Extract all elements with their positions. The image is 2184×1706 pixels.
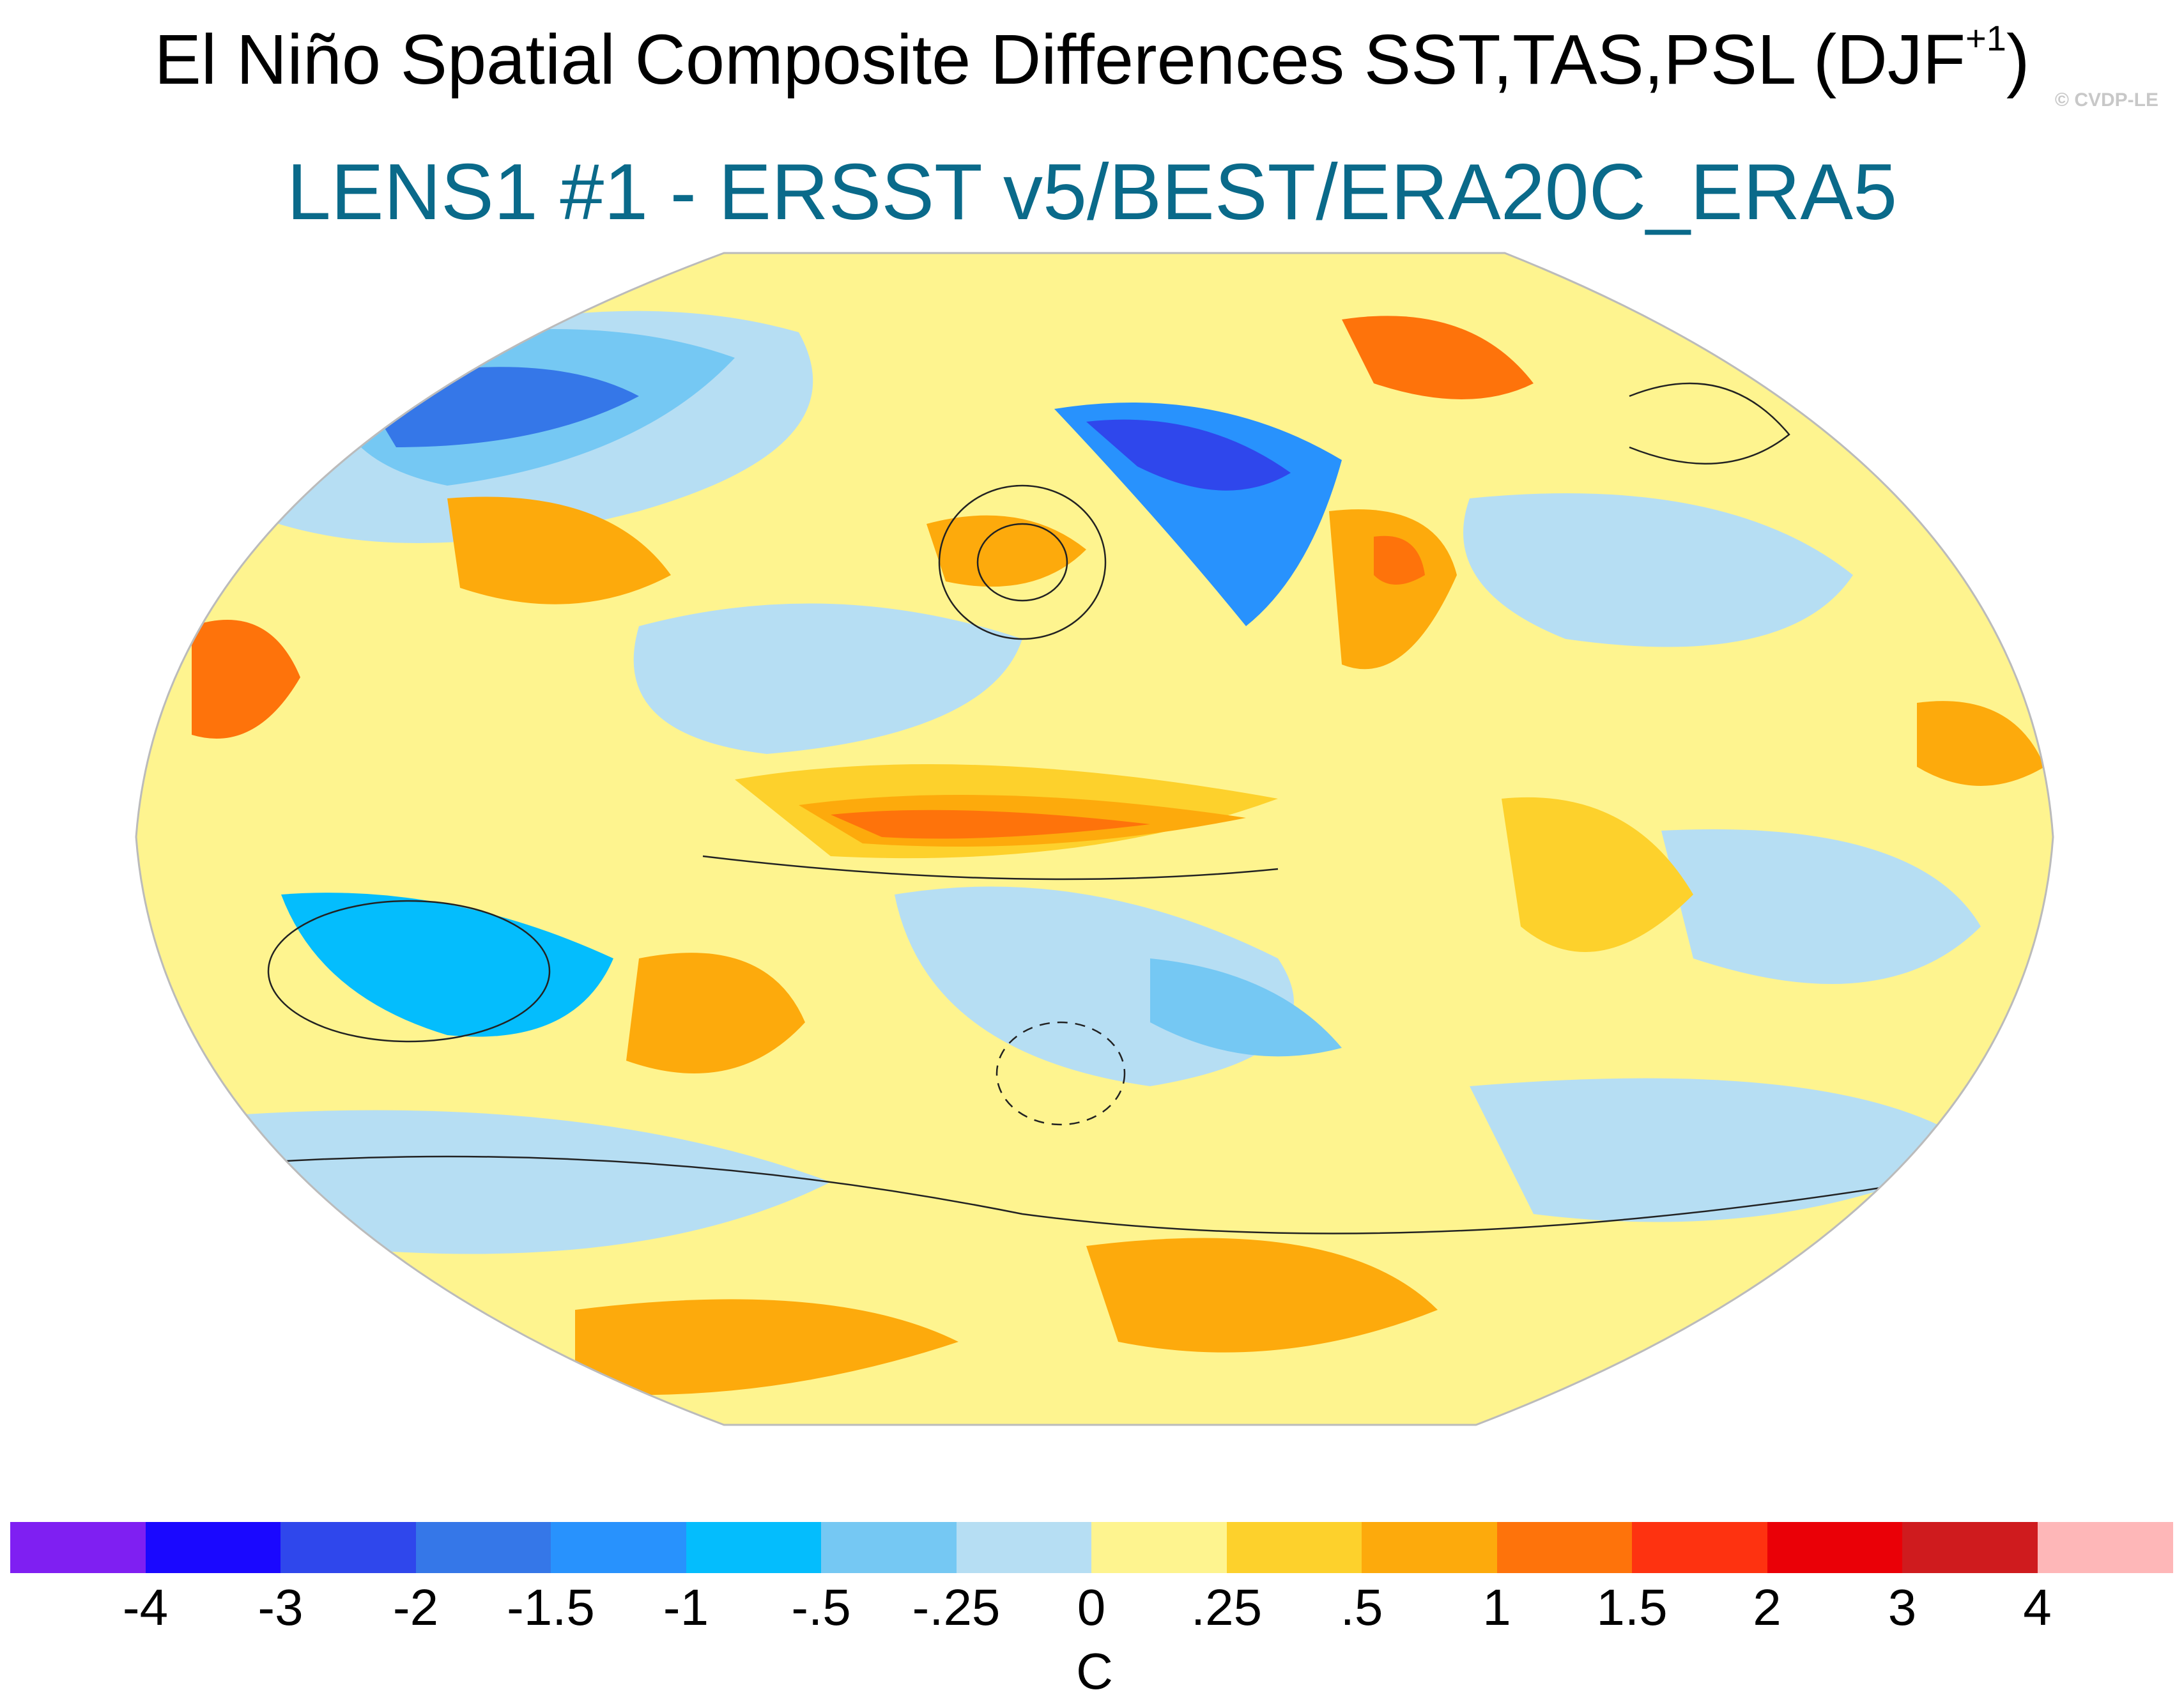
- map-title-text: El Niño Spatial Composite Differences SS…: [154, 20, 1966, 99]
- colorbar-tick-label: 1: [1482, 1579, 1511, 1636]
- field-region: [626, 953, 805, 1073]
- field-region: [1086, 419, 1291, 491]
- colorbar-swatch: [1902, 1522, 2038, 1573]
- colorbar-tick-label: -.5: [791, 1579, 851, 1636]
- map-title: El Niño Spatial Composite Differences SS…: [0, 18, 2184, 100]
- field-region: [192, 1110, 831, 1254]
- colorbar-tick-label: -1.5: [507, 1579, 595, 1636]
- field-region: [1502, 797, 1693, 952]
- colorbar-tick-label: 0: [1077, 1579, 1106, 1636]
- colorbar-swatch: [1767, 1522, 1903, 1573]
- colorbar-unit: C: [1076, 1643, 1113, 1700]
- colorbar-swatch: [551, 1522, 687, 1573]
- field-region: [927, 515, 1086, 587]
- colorbar-swatch: [10, 1522, 146, 1573]
- globe-outline: [135, 252, 2054, 1426]
- field-region: [831, 810, 1150, 839]
- field-region: [1086, 1238, 1438, 1353]
- colorbar-tick-label: 4: [2023, 1579, 2052, 1636]
- colorbar-tick-label: -3: [258, 1579, 304, 1636]
- field-region: [1150, 958, 1342, 1057]
- colorbar-tick-label: .25: [1190, 1579, 1263, 1636]
- credit-watermark: © CVDP-LE: [2054, 89, 2158, 111]
- field-region: [1329, 509, 1457, 670]
- field-region: [575, 1299, 958, 1395]
- field-region: [1054, 403, 1342, 626]
- field-region: [447, 496, 671, 604]
- colorbar-swatch: [415, 1522, 551, 1573]
- field-region: [1463, 493, 1853, 647]
- field-region: [1374, 535, 1425, 585]
- colorbar-tick-label: -.25: [912, 1579, 1001, 1636]
- colorbar-swatch: [145, 1522, 281, 1573]
- colorbar-tick-label: .5: [1340, 1579, 1383, 1636]
- colorbar-tick-label: 2: [1753, 1579, 1781, 1636]
- colorbar-tick-label: 1.5: [1596, 1579, 1668, 1636]
- map-subtitle: LENS1 #1 - ERSST v5/BEST/ERA20C_ERA5: [286, 148, 1898, 236]
- field-region: [281, 893, 613, 1037]
- map-title-close: ): [2006, 20, 2030, 99]
- field-region: [1470, 1078, 1981, 1222]
- field-region: [633, 603, 1022, 754]
- colorbar-tick-label: 3: [1888, 1579, 1917, 1636]
- field-region: [1917, 701, 2045, 786]
- field-region: [192, 620, 300, 739]
- colorbar-tick-label: -1: [663, 1579, 709, 1636]
- colorbar-swatch: [956, 1522, 1092, 1573]
- colorbar-tick-label: -2: [392, 1579, 439, 1636]
- field-region: [1661, 829, 1981, 984]
- colorbar-swatch: [1362, 1522, 1498, 1573]
- colorbar-swatch: [1091, 1522, 1227, 1573]
- colorbar-swatch: [821, 1522, 957, 1573]
- colorbar-swatch: [1226, 1522, 1362, 1573]
- field-region: [1342, 316, 1534, 399]
- colorbar-swatch: [1496, 1522, 1633, 1573]
- colorbar-swatch: [281, 1522, 417, 1573]
- colorbar-swatch: [1632, 1522, 1768, 1573]
- colorbar-swatch: [2037, 1522, 2173, 1573]
- map-field: [136, 253, 2053, 1425]
- colorbar-tick-label: -4: [122, 1579, 169, 1636]
- psl-contours: [255, 382, 1918, 1234]
- map-title-superscript: +1: [1965, 18, 2006, 59]
- colorbar-swatch: [686, 1522, 822, 1573]
